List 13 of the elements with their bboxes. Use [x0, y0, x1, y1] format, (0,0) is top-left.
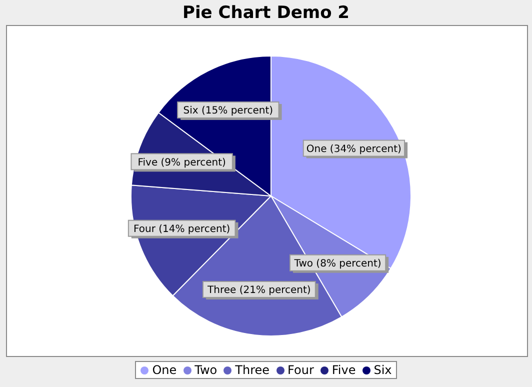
data-label: Six (15% percent)	[183, 106, 274, 117]
data-label: Three (21% percent)	[206, 285, 311, 296]
chart-title: Pie Chart Demo 2	[182, 2, 350, 25]
legend-label: Three	[234, 363, 270, 377]
data-label: Four (14% percent)	[134, 224, 230, 236]
data-label: Two (8% percent)	[293, 258, 382, 270]
data-label: Five (9% percent)	[138, 157, 226, 168]
legend-label: Four	[286, 363, 314, 377]
legend-label: Two	[194, 363, 218, 377]
legend-label: Five	[330, 363, 356, 377]
data-label: One (34% percent)	[306, 144, 402, 155]
legend-label: One	[151, 363, 177, 377]
legend-label: Six	[372, 363, 392, 377]
